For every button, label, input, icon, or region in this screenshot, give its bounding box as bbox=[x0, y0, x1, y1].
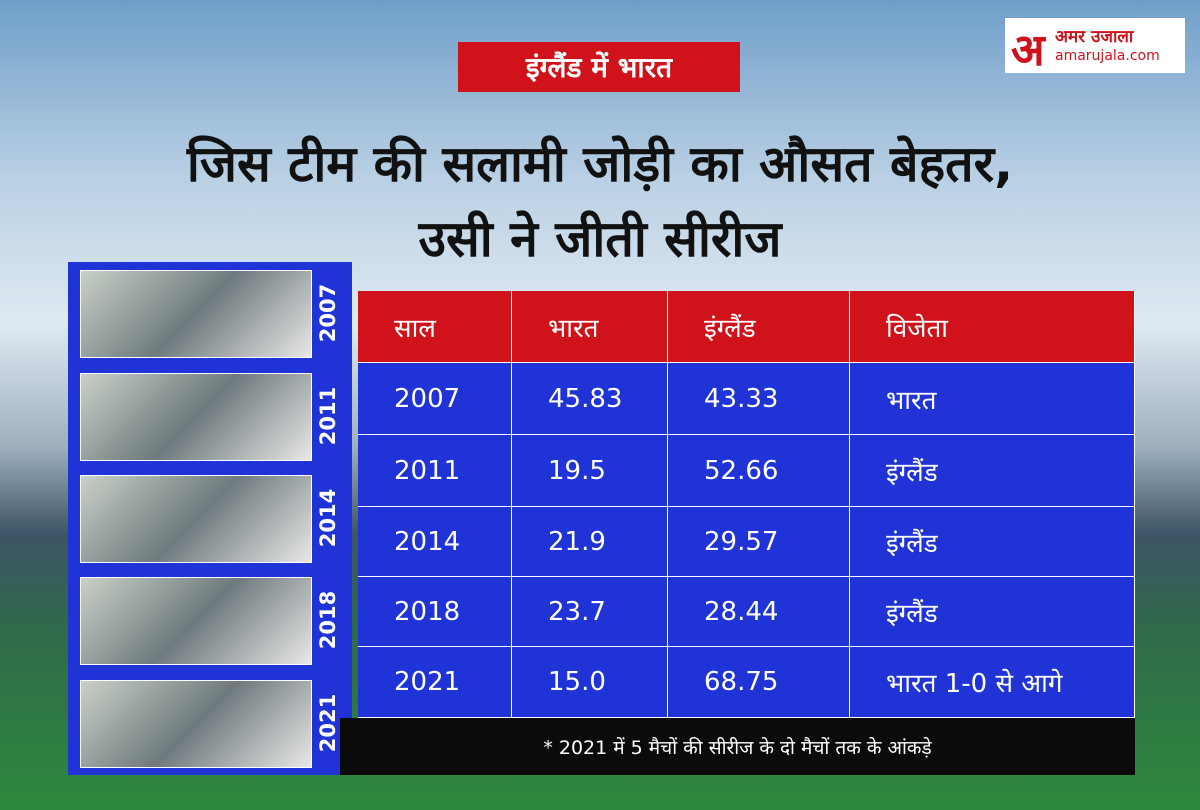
title-line: उसी ने जीती सीरीज bbox=[418, 210, 782, 268]
table-cell: 2021 bbox=[358, 647, 512, 718]
table-cell: 68.75 bbox=[668, 647, 850, 718]
column-header: भारत bbox=[512, 291, 668, 363]
photo bbox=[80, 577, 312, 665]
table-cell: 19.5 bbox=[512, 435, 668, 507]
table-cell: इंग्लैंड bbox=[850, 577, 1135, 647]
table-cell: 2014 bbox=[358, 507, 512, 577]
photo-year: 2021 bbox=[316, 693, 340, 753]
table-cell: 45.83 bbox=[512, 363, 668, 435]
table-cell: 29.57 bbox=[668, 507, 850, 577]
table-cell: 2018 bbox=[358, 577, 512, 647]
table-cell: 23.7 bbox=[512, 577, 668, 647]
photo bbox=[80, 475, 312, 563]
logo: अ अमर उजाला amarujala.com bbox=[1005, 18, 1185, 76]
table-cell: भारत bbox=[850, 363, 1135, 435]
photo bbox=[80, 373, 312, 461]
table-cell: 21.9 bbox=[512, 507, 668, 577]
column-header: साल bbox=[358, 291, 512, 363]
table-cell: इंग्लैंड bbox=[850, 507, 1135, 577]
table-cell: 2007 bbox=[358, 363, 512, 435]
logo-site: amarujala.com bbox=[1055, 48, 1160, 64]
logo-name: अमर उजाला bbox=[1055, 27, 1134, 47]
table-cell: इंग्लैंड bbox=[850, 435, 1135, 507]
tag: इंग्लैंड में भारत bbox=[458, 42, 740, 92]
logo-mark: अ bbox=[1011, 25, 1045, 76]
photo-year: 2011 bbox=[316, 386, 340, 446]
table-cell: 43.33 bbox=[668, 363, 850, 435]
table-cell: भारत 1-0 से आगे bbox=[850, 647, 1135, 718]
photo bbox=[80, 270, 312, 358]
table-cell: 15.0 bbox=[512, 647, 668, 718]
photo bbox=[80, 680, 312, 768]
footnote: * 2021 में 5 मैचों की सीरीज के दो मैचों … bbox=[340, 718, 1135, 775]
column-header: विजेता bbox=[850, 291, 1135, 363]
column-header: इंग्लैंड bbox=[668, 291, 850, 363]
photo-year: 2018 bbox=[316, 590, 340, 650]
table-cell: 28.44 bbox=[668, 577, 850, 647]
photo-year: 2014 bbox=[316, 488, 340, 548]
table-cell: 2011 bbox=[358, 435, 512, 507]
title-line: जिस टीम की सलामी जोड़ी का औसत बेहतर, bbox=[186, 135, 1014, 193]
photo-year: 2007 bbox=[316, 283, 340, 343]
table-cell: 52.66 bbox=[668, 435, 850, 507]
